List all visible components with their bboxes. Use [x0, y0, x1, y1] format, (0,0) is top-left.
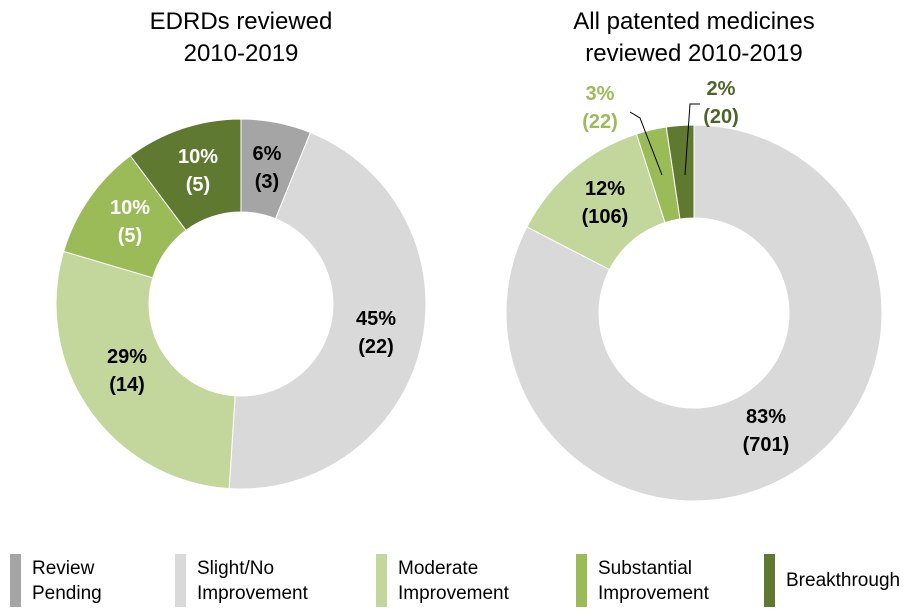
- right-count-label-breakthrough: (20): [703, 106, 739, 128]
- left-count-label-substantial-improvement: (5): [118, 225, 142, 247]
- left-chart-title-line-1: EDRDs reviewed: [150, 8, 333, 35]
- left-chart: EDRDs reviewed 2010-2019 6% (3) 45% (22) 29%…: [55, 8, 427, 490]
- legend-label-line: Improvement: [598, 583, 709, 604]
- left-percent-label-review-pending: 6%: [253, 143, 282, 165]
- left-slice-moderate-improvement: [55, 250, 236, 490]
- legend-label: Moderate Improvement: [398, 556, 509, 606]
- right-count-label-moderate-improvement: (106): [582, 206, 629, 228]
- right-chart-title-line-1: All patented medicines: [573, 8, 814, 35]
- legend-label-line: Slight/No: [197, 558, 275, 579]
- legend-swatch: [376, 554, 387, 607]
- left-count-label-breakthrough: (5): [186, 174, 210, 196]
- legend-swatch: [764, 554, 775, 607]
- left-slice-breakthrough: [129, 118, 242, 231]
- right-count-label-substantial-improvement: (22): [582, 111, 618, 133]
- donut-charts: EDRDs reviewed 2010-2019 6% (3) 45% (22) 29%…: [55, 8, 883, 502]
- left-percent-label-moderate-improvement: 29%: [107, 346, 147, 368]
- right-percent-label-substantial-improvement: 3%: [586, 83, 615, 105]
- legend-swatch: [576, 554, 587, 607]
- legend-label-line: Improvement: [398, 583, 509, 604]
- right-slice-slight-no-improvement: [505, 124, 883, 502]
- right-leader-line-substantial-improvement: [629, 111, 663, 176]
- left-percent-label-breakthrough: 10%: [178, 146, 218, 168]
- legend-label-line: Substantial: [598, 558, 693, 579]
- right-percent-label-moderate-improvement: 12%: [585, 178, 625, 200]
- legend-label-line: Improvement: [197, 583, 308, 604]
- left-count-label-moderate-improvement: (14): [109, 374, 145, 396]
- legend-label-line: Breakthrough: [786, 570, 901, 591]
- legend-label: Breakthrough: [786, 568, 900, 593]
- right-count-label-slight-no-improvement: (701): [743, 434, 790, 456]
- legend-swatch: [10, 554, 21, 607]
- left-count-label-slight-no-improvement: (22): [358, 336, 394, 358]
- left-slice-slight-no-improvement: [228, 131, 427, 490]
- legend-label-line: Pending: [32, 583, 102, 604]
- legend-swatch: [175, 554, 186, 607]
- legend-label-line: Review: [32, 558, 95, 579]
- left-count-label-review-pending: (3): [255, 171, 279, 193]
- left-percent-label-substantial-improvement: 10%: [110, 197, 150, 219]
- legend-label-line: Moderate: [398, 558, 479, 579]
- legend-label: Review Pending: [32, 556, 102, 606]
- right-chart: All patented medicines reviewed 2010-201…: [505, 8, 883, 502]
- left-percent-label-slight-no-improvement: 45%: [356, 308, 396, 330]
- legend-label: Substantial Improvement: [598, 556, 709, 606]
- right-percent-label-slight-no-improvement: 83%: [746, 406, 786, 428]
- right-chart-title-line-2: reviewed 2010-2019: [585, 40, 803, 67]
- right-leader-line-breakthrough: [684, 103, 700, 176]
- legend-label: Slight/No Improvement: [197, 556, 308, 606]
- legend: Review Pending Slight/No Improvement Moderat…: [0, 548, 917, 608]
- left-chart-title-line-2: 2010-2019: [184, 40, 299, 67]
- right-percent-label-breakthrough: 2%: [707, 78, 736, 100]
